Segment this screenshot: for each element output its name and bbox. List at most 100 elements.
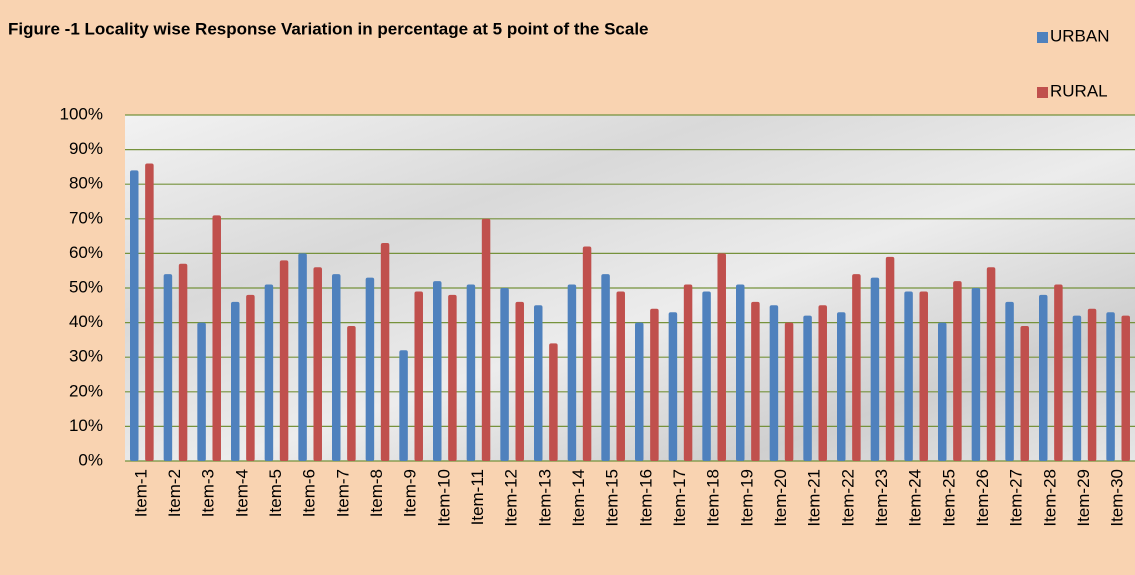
x-tick-label: Item-5 <box>266 469 285 517</box>
bar <box>481 218 491 461</box>
bar <box>953 281 962 461</box>
bar <box>246 294 255 461</box>
bar <box>515 301 524 461</box>
x-tick-label: Item-10 <box>434 469 453 527</box>
y-tick-label: 30% <box>69 347 103 366</box>
bar <box>904 291 913 461</box>
bar <box>852 274 861 461</box>
bar <box>130 170 139 462</box>
bar <box>365 277 375 461</box>
y-tick-label: 80% <box>69 174 103 193</box>
bar <box>1054 284 1063 461</box>
bar <box>1106 312 1115 461</box>
bar <box>549 343 558 461</box>
x-tick-label: Item-26 <box>973 469 992 527</box>
x-tick-label: Item-29 <box>1074 469 1093 527</box>
x-tick-label: Item-19 <box>737 469 756 527</box>
x-tick-label: Item-14 <box>569 469 588 527</box>
bar <box>1020 326 1029 461</box>
bar <box>635 322 644 461</box>
bar <box>145 163 154 461</box>
bar <box>313 267 322 461</box>
x-tick-label: Item-3 <box>199 469 218 517</box>
bar <box>197 322 206 461</box>
bar <box>163 274 173 461</box>
legend-label: URBAN <box>1050 26 1110 45</box>
x-tick-label: Item-25 <box>939 469 958 527</box>
bar <box>885 256 895 461</box>
bar <box>433 281 442 461</box>
x-tick-label: Item-13 <box>535 469 554 527</box>
bar <box>279 260 289 461</box>
x-tick-label: Item-9 <box>401 469 420 517</box>
bar <box>332 274 341 461</box>
bar <box>212 215 221 461</box>
bar <box>986 267 996 461</box>
legend-label: RURAL <box>1050 81 1108 100</box>
x-tick-label: Item-30 <box>1108 469 1127 527</box>
bar <box>466 284 476 461</box>
x-tick-label: Item-8 <box>367 469 386 517</box>
x-tick-label: Item-28 <box>1040 469 1059 527</box>
x-tick-label: Item-12 <box>502 469 521 527</box>
bar <box>534 305 543 461</box>
bar <box>736 284 745 461</box>
bar <box>870 277 880 461</box>
bar <box>567 284 577 461</box>
bar <box>919 291 928 461</box>
bar <box>414 291 423 461</box>
bar <box>971 288 981 461</box>
bar <box>380 243 390 461</box>
bar <box>683 284 693 461</box>
x-tick-label: Item-1 <box>131 469 150 517</box>
x-tick-label: Item-21 <box>805 469 824 527</box>
bar <box>178 263 188 461</box>
bar <box>399 350 408 461</box>
x-tick-label: Item-20 <box>771 469 790 527</box>
bar <box>837 312 846 461</box>
y-tick-label: 60% <box>69 243 103 262</box>
bar <box>264 284 274 461</box>
y-tick-label: 40% <box>69 312 103 331</box>
y-tick-label: 10% <box>69 416 103 435</box>
bar <box>231 301 240 461</box>
x-tick-label: Item-16 <box>636 469 655 527</box>
x-tick-label: Item-18 <box>704 469 723 527</box>
y-tick-label: 100% <box>60 104 103 123</box>
x-tick-label: Item-11 <box>468 469 487 525</box>
x-tick-label: Item-15 <box>603 469 622 527</box>
y-tick-label: 70% <box>69 208 103 227</box>
y-tick-label: 0% <box>78 450 103 469</box>
legend-swatch <box>1037 87 1048 98</box>
y-tick-label: 50% <box>69 277 103 296</box>
bar <box>298 253 307 461</box>
bar <box>616 291 625 461</box>
x-tick-label: Item-22 <box>838 469 857 527</box>
bar <box>818 305 827 461</box>
bar <box>1005 301 1014 461</box>
bar <box>347 326 356 461</box>
bar <box>1039 294 1048 461</box>
bar <box>582 246 592 461</box>
bar <box>702 291 711 461</box>
bar <box>717 253 726 461</box>
x-tick-label: Item-2 <box>165 469 184 517</box>
x-tick-label: Item-4 <box>232 469 251 517</box>
y-tick-label: 90% <box>69 139 103 158</box>
bar <box>784 322 794 461</box>
x-tick-label: Item-17 <box>670 469 689 527</box>
bar <box>448 294 457 461</box>
bar <box>1072 315 1082 461</box>
bar <box>751 301 760 461</box>
legend-swatch <box>1037 32 1048 43</box>
bar <box>601 274 610 461</box>
bar <box>668 312 678 461</box>
x-tick-label: Item-27 <box>1007 469 1026 527</box>
bar <box>500 288 509 461</box>
x-tick-label: Item-23 <box>872 469 891 527</box>
chart-title: Figure -1 Locality wise Response Variati… <box>8 19 649 38</box>
bar <box>1121 315 1130 461</box>
x-tick-label: Item-7 <box>333 469 352 517</box>
x-tick-label: Item-24 <box>906 469 925 527</box>
